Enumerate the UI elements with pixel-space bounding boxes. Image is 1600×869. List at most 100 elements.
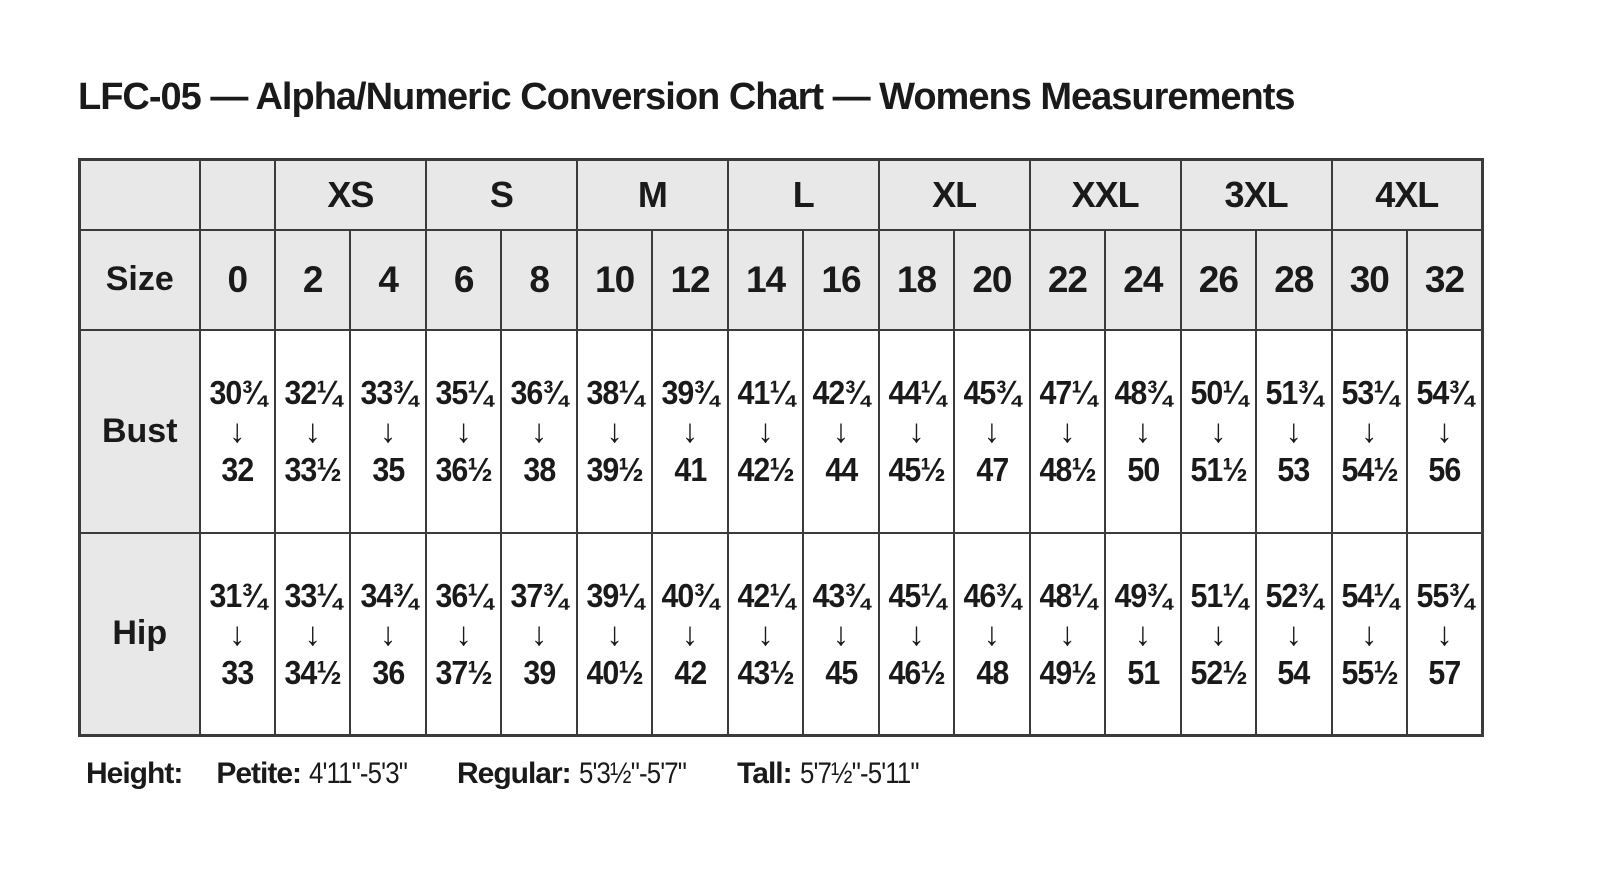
range-to: 50	[1126, 450, 1160, 488]
bust-row: Bust 30¾ ↓ 32 32¼ ↓ 33½ 33¾ ↓ 35 35¼ ↓ 36½ 36¾ ↓ 38 38¼ ↓…	[78, 328, 1484, 534]
range-from: 30¾	[209, 374, 266, 412]
range-from: 43¾	[812, 576, 870, 614]
measurement-range: 31¾ ↓ 33	[201, 579, 274, 689]
measurement-range: 55¾ ↓ 57	[1408, 579, 1481, 689]
range-to: 57	[1428, 653, 1462, 691]
down-arrow-icon: ↓	[1436, 614, 1453, 652]
range-to: 45	[825, 653, 858, 691]
range-to: 42½	[737, 450, 794, 488]
range-to: 51½	[1190, 450, 1247, 488]
range-from: 32¼	[284, 374, 342, 412]
measurement-range: 54¼ ↓ 55½	[1333, 579, 1406, 689]
tall-value: 5'7½"-5'11"	[799, 757, 920, 790]
numeric-size-14: 14	[726, 228, 805, 331]
range-to: 46½	[888, 653, 945, 691]
measurement-cell: 51¼ ↓ 52½	[1179, 531, 1258, 737]
measurement-cell: 37¾ ↓ 39	[500, 531, 578, 737]
down-arrow-icon: ↓	[228, 614, 246, 652]
range-to: 41	[674, 450, 707, 488]
measurement-cell: 30¾ ↓ 32	[198, 328, 276, 534]
range-to: 47	[975, 450, 1009, 488]
numeric-size-2: 2	[273, 228, 352, 331]
down-arrow-icon: ↓	[1361, 412, 1378, 450]
measurement-range: 45¼ ↓ 46½	[880, 579, 953, 689]
down-arrow-icon: ↓	[1134, 614, 1152, 652]
measurement-range: 54¾ ↓ 56	[1408, 376, 1481, 486]
numeric-size-0: 0	[198, 228, 276, 331]
measurement-cell: 33¼ ↓ 34½	[273, 531, 352, 737]
range-from: 33¾	[359, 374, 417, 412]
range-from: 53¼	[1341, 374, 1398, 412]
measurement-cell: 43¾ ↓ 45	[802, 531, 880, 737]
height-label: Height:	[86, 757, 183, 790]
measurement-cell: 41¼ ↓ 42½	[726, 328, 805, 534]
range-to: 49½	[1039, 653, 1096, 691]
down-arrow-icon: ↓	[908, 412, 925, 450]
range-to: 48	[975, 653, 1009, 691]
measurement-cell: 36¾ ↓ 38	[500, 328, 578, 534]
range-from: 34¾	[359, 576, 417, 614]
hip-row-label: Hip	[78, 531, 201, 737]
measurement-range: 41¼ ↓ 42½	[729, 376, 802, 486]
range-to: 39	[523, 653, 556, 691]
numeric-size-32: 32	[1406, 228, 1484, 331]
measurement-range: 36¾ ↓ 38	[502, 376, 575, 486]
range-from: 39¾	[661, 374, 719, 412]
alpha-size-l: L	[726, 158, 880, 231]
measurement-cell: 38¼ ↓ 39½	[575, 328, 654, 534]
range-to: 39½	[586, 450, 643, 488]
petite-value: 4'11"-5'3"	[309, 757, 408, 790]
numeric-size-row: Size 0 2 4 6 8 10 12 14 16 18 20 22 24 26 28 30 32	[78, 228, 1484, 331]
down-arrow-icon: ↓	[983, 412, 1001, 450]
measurement-range: 49¾ ↓ 51	[1106, 579, 1179, 689]
measurement-cell: 39¼ ↓ 40½	[575, 531, 654, 737]
alpha-size-3xl: 3XL	[1179, 158, 1333, 231]
measurement-range: 52¾ ↓ 54	[1257, 579, 1330, 689]
size-row-label: Size	[78, 228, 201, 331]
measurement-range: 34¾ ↓ 36	[351, 579, 424, 689]
numeric-size-10: 10	[575, 228, 654, 331]
range-from: 49¾	[1114, 576, 1172, 614]
numeric-size-6: 6	[424, 228, 503, 331]
measurement-range: 45¾ ↓ 47	[955, 376, 1028, 486]
down-arrow-icon: ↓	[1210, 412, 1227, 450]
measurement-range: 37¾ ↓ 39	[502, 579, 575, 689]
bust-row-label: Bust	[78, 328, 201, 534]
measurement-range: 48¾ ↓ 50	[1106, 376, 1179, 486]
down-arrow-icon: ↓	[1059, 412, 1076, 450]
numeric-size-8: 8	[500, 228, 578, 331]
range-to: 36	[372, 653, 405, 691]
range-from: 36¾	[510, 374, 568, 412]
measurement-cell: 44¼ ↓ 45½	[877, 328, 956, 534]
measurement-range: 33¾ ↓ 35	[351, 376, 424, 486]
measurement-cell: 42¼ ↓ 43½	[726, 531, 805, 737]
range-to: 33½	[284, 450, 342, 488]
measurement-body: Bust 30¾ ↓ 32 32¼ ↓ 33½ 33¾ ↓ 35 35¼ ↓ 36½ 36¾ ↓ 38 38¼ ↓…	[78, 328, 1484, 737]
measurement-range: 46¾ ↓ 48	[955, 579, 1028, 689]
tall-label: Tall:	[737, 757, 792, 790]
down-arrow-icon: ↓	[379, 412, 397, 450]
range-to: 38	[523, 450, 556, 488]
down-arrow-icon: ↓	[983, 614, 1001, 652]
measurement-range: 42¼ ↓ 43½	[729, 579, 802, 689]
measurement-range: 32¼ ↓ 33½	[276, 376, 349, 486]
down-arrow-icon: ↓	[832, 412, 850, 450]
measurement-range: 35¼ ↓ 36½	[427, 376, 500, 486]
measurement-cell: 47¼ ↓ 48½	[1028, 328, 1107, 534]
measurement-range: 48¼ ↓ 49½	[1031, 579, 1104, 689]
numeric-size-24: 24	[1104, 228, 1182, 331]
measurement-cell: 52¾ ↓ 54	[1255, 531, 1333, 737]
measurement-cell: 51¾ ↓ 53	[1255, 328, 1333, 534]
range-to: 37½	[435, 653, 492, 691]
range-from: 45¼	[888, 576, 945, 614]
range-to: 54½	[1341, 450, 1398, 488]
measurement-cell: 48¼ ↓ 49½	[1028, 531, 1107, 737]
numeric-size-18: 18	[877, 228, 956, 331]
height-segment-regular: Regular: 5'3½"-5'7"	[457, 757, 703, 790]
down-arrow-icon: ↓	[530, 614, 548, 652]
measurement-range: 33¼ ↓ 34½	[276, 579, 349, 689]
measurement-cell: 36¼ ↓ 37½	[424, 531, 503, 737]
range-to: 35	[372, 450, 405, 488]
down-arrow-icon: ↓	[681, 412, 699, 450]
